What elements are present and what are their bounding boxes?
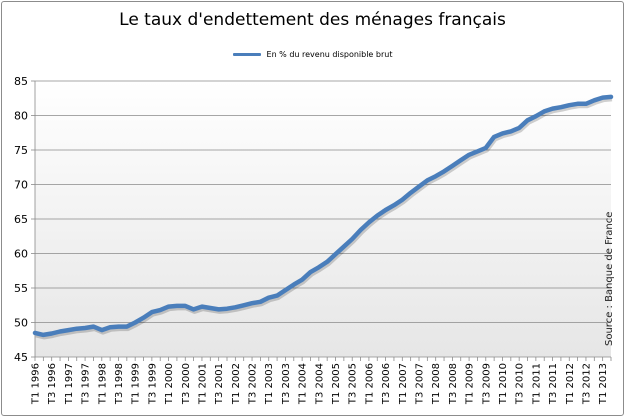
legend-label: En % du revenu disponible brut [266, 50, 393, 59]
x-tick-label: T3 2006 [381, 363, 392, 405]
x-tick-label: T3 2009 [481, 363, 492, 405]
y-tick-label: 60 [14, 248, 28, 261]
x-tick-label: T1 2012 [565, 363, 576, 405]
y-tick-label: 65 [14, 213, 28, 226]
x-tick-label: T1 1997 [64, 363, 75, 405]
x-tick-label: T3 2008 [448, 363, 459, 405]
y-tick-label: 55 [14, 282, 28, 295]
x-tick-label: T1 1999 [131, 363, 142, 405]
y-tick-label: 85 [14, 75, 28, 88]
x-tick-label: T3 1996 [47, 363, 58, 405]
y-tick-label: 70 [14, 179, 28, 192]
x-tick-label: T1 2011 [531, 363, 542, 405]
x-tick-label: T3 1998 [114, 363, 125, 405]
y-tick-label: 45 [14, 351, 28, 364]
x-tick-label: T1 1998 [97, 363, 108, 405]
x-tick-label: T1 2013 [598, 363, 609, 405]
x-tick-label: T1 2001 [197, 363, 208, 405]
legend: En % du revenu disponible brut [0, 50, 625, 59]
x-tick-label: T1 2006 [364, 363, 375, 405]
source-label: Source : Banque de France [604, 212, 615, 346]
y-tick-label: 75 [14, 144, 28, 157]
x-tick-label: T3 2005 [348, 363, 359, 405]
x-tick-label: T3 2002 [248, 363, 259, 405]
x-tick-label: T1 2003 [264, 363, 275, 405]
x-tick-label: T1 1996 [31, 363, 42, 405]
x-tick-label: T3 2012 [581, 363, 592, 405]
x-tick-label: T3 1999 [147, 363, 158, 405]
x-tick-label: T3 2001 [214, 363, 225, 405]
x-tick-label: T1 2002 [231, 363, 242, 405]
x-tick-label: T1 2005 [331, 363, 342, 405]
x-tick-label: T1 2000 [164, 363, 175, 405]
x-tick-label: T3 1997 [81, 363, 92, 405]
y-tick-label: 50 [14, 317, 28, 330]
x-tick-label: T1 2008 [431, 363, 442, 405]
x-tick-label: T1 2009 [465, 363, 476, 405]
x-tick-label: T3 2003 [281, 363, 292, 405]
x-tick-label: T3 2004 [314, 363, 325, 405]
y-tick-label: 80 [14, 110, 28, 123]
x-tick-label: T1 2010 [498, 363, 509, 405]
x-tick-label: T3 2007 [415, 363, 426, 405]
chart-title: Le taux d'endettement des ménages frança… [119, 10, 506, 30]
x-tick-label: T1 2007 [398, 363, 409, 405]
x-tick-label: T3 2010 [515, 363, 526, 405]
x-tick-label: T3 2000 [181, 363, 192, 405]
x-tick-label: T1 2004 [298, 363, 309, 405]
legend-swatch [232, 53, 261, 56]
x-tick-label: T3 2011 [548, 363, 559, 405]
series-line [32, 94, 614, 338]
